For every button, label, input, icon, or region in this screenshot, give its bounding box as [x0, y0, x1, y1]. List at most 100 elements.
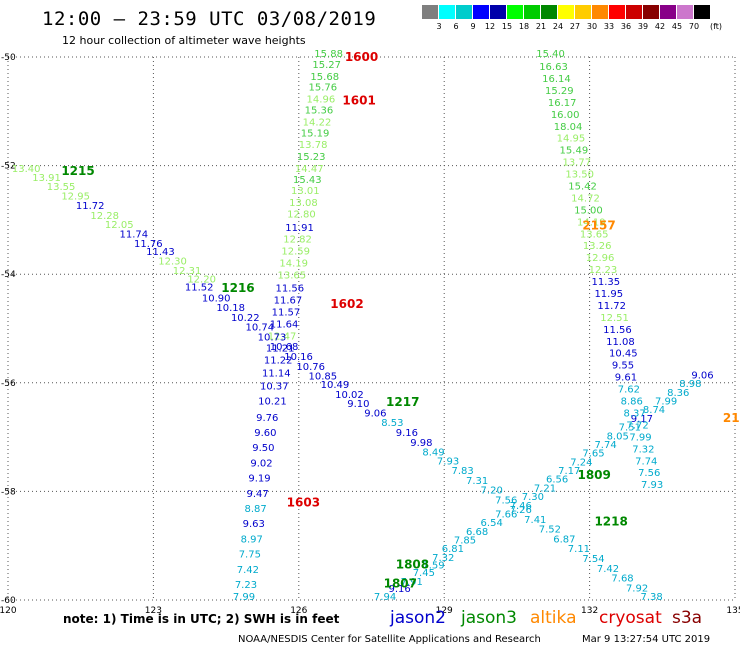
wave-height-value: 16.17 — [548, 98, 577, 109]
pass-time-label: 1808 — [396, 558, 429, 572]
wave-height-value: 7.93 — [437, 456, 459, 467]
wave-height-value: 7.62 — [618, 385, 640, 396]
legend-swatch — [422, 5, 439, 19]
wave-height-value: 13.77 — [562, 158, 591, 169]
wave-height-value: 6.68 — [466, 527, 488, 538]
pass-time-label: 1807 — [384, 577, 417, 591]
wave-height-value: 12.31 — [173, 266, 202, 277]
wave-height-value: 9.63 — [243, 519, 265, 530]
legend-swatch — [643, 5, 660, 19]
legend-label: 9 — [470, 22, 476, 31]
legend-label: 21 — [535, 22, 547, 31]
wave-height-value: 11.76 — [134, 239, 163, 250]
legend-label: 30 — [586, 22, 598, 31]
wave-height-value: 8.87 — [245, 504, 267, 515]
wave-height-value: 7.24 — [570, 457, 592, 468]
x-tick-label: 132 — [581, 606, 598, 616]
x-tick-label: 126 — [290, 606, 307, 616]
wave-height-value: 11.56 — [603, 325, 632, 336]
pass-time-label: 1809 — [577, 468, 610, 482]
wave-height-value: 7.31 — [466, 476, 488, 487]
wave-height-value: 7.32 — [432, 553, 454, 564]
wave-height-value: 14.19 — [577, 217, 606, 228]
wave-height-value: 9.06 — [691, 370, 713, 381]
wave-height-value: 7.74 — [635, 456, 657, 467]
satellite-label: altika — [530, 608, 577, 628]
wave-height-value: 11.35 — [592, 277, 621, 288]
pass-time-label: 1601 — [342, 93, 375, 107]
wave-height-value: 6.54 — [481, 518, 503, 529]
wave-height-value: 11.64 — [270, 319, 299, 330]
legend-label: 18 — [518, 22, 530, 31]
legend-label: 15 — [501, 22, 513, 31]
pass-time-label: 1216 — [221, 281, 254, 295]
wave-height-value: 13.40 — [12, 164, 41, 175]
legend-label: 45 — [671, 22, 683, 31]
footer-credit: NOAA/NESDIS Center for Satellite Applica… — [238, 634, 541, 645]
wave-height-value: 11.08 — [606, 337, 635, 348]
wave-height-value: 10.85 — [308, 372, 337, 383]
wave-height-value: 7.74 — [594, 440, 616, 451]
wave-height-value: 12.28 — [90, 211, 119, 222]
wave-height-value: 16.00 — [551, 110, 580, 121]
wave-height-value: 10.37 — [260, 381, 289, 392]
legend-swatch — [558, 5, 575, 19]
pass-time-label: 2156 — [723, 411, 740, 425]
wave-height-value: 10.68 — [270, 342, 299, 353]
legend-swatch — [677, 5, 694, 19]
wave-height-value: 8.05 — [607, 431, 629, 442]
pass-time-label: 1218 — [594, 514, 627, 528]
wave-height-value: 11.57 — [272, 307, 301, 318]
wave-height-value: 15.19 — [301, 128, 330, 139]
legend-label: 42 — [654, 22, 666, 31]
wave-height-value: 7.23 — [235, 580, 257, 591]
wave-height-value: 12.47 — [268, 331, 297, 342]
y-tick-label: -54 — [1, 270, 16, 280]
wave-height-value: 7.26 — [510, 505, 532, 516]
wave-height-value: 15.00 — [574, 205, 603, 216]
wave-height-value: 10.22 — [231, 313, 260, 324]
wave-height-value: 11.43 — [146, 247, 175, 258]
wave-height-value: 15.23 — [297, 152, 326, 163]
wave-height-value: 11.21 — [266, 343, 295, 354]
legend-label: 39 — [637, 22, 649, 31]
wave-height-value: 13.65 — [277, 271, 306, 282]
legend-swatch — [473, 5, 490, 19]
wave-height-value: 9.50 — [252, 443, 274, 454]
wave-height-value: 18.04 — [554, 122, 583, 133]
legend-label: 70 — [688, 22, 700, 31]
color-scale-legend — [422, 5, 711, 19]
wave-height-value: 15.76 — [308, 83, 337, 94]
wave-height-value: 13.50 — [565, 170, 594, 181]
note: note: 1) Time is in UTC; 2) SWH is in fe… — [63, 612, 340, 626]
wave-height-value: 12.30 — [158, 256, 187, 267]
wave-height-value: 10.73 — [258, 332, 287, 343]
pass-time-label: 1602 — [330, 297, 363, 311]
wave-height-value: 10.49 — [321, 380, 350, 391]
wave-height-value: 10.76 — [296, 362, 325, 373]
wave-height-value: 12.95 — [61, 191, 90, 202]
pass-time-label: 2157 — [582, 218, 615, 232]
wave-height-value: 15.42 — [568, 181, 597, 192]
x-tick-label: 135 — [726, 606, 740, 616]
wave-height-value: 7.93 — [641, 480, 663, 491]
wave-height-value: 8.37 — [624, 408, 646, 419]
wave-height-value: 7.66 — [495, 509, 517, 520]
wave-height-value: 9.10 — [347, 399, 369, 410]
pass-time-label: 1217 — [386, 395, 419, 409]
wave-height-value: 6.87 — [553, 534, 575, 545]
wave-height-value: 7.83 — [451, 466, 473, 477]
wave-height-value: 7.56 — [495, 495, 517, 506]
wave-height-value: 9.16 — [396, 428, 418, 439]
legend-swatch — [490, 5, 507, 19]
wave-height-value: 12.82 — [283, 235, 312, 246]
wave-height-value: 10.21 — [258, 397, 287, 408]
wave-height-value: 11.72 — [76, 201, 105, 212]
wave-height-value: 8.86 — [621, 397, 643, 408]
wave-height-value: 15.29 — [545, 86, 574, 97]
wave-height-value: 11.95 — [594, 289, 623, 300]
satellite-label: jason3 — [461, 608, 517, 628]
wave-height-value: 8.74 — [643, 405, 665, 416]
y-tick-label: -58 — [1, 487, 16, 497]
wave-height-value: 7.75 — [239, 550, 261, 561]
